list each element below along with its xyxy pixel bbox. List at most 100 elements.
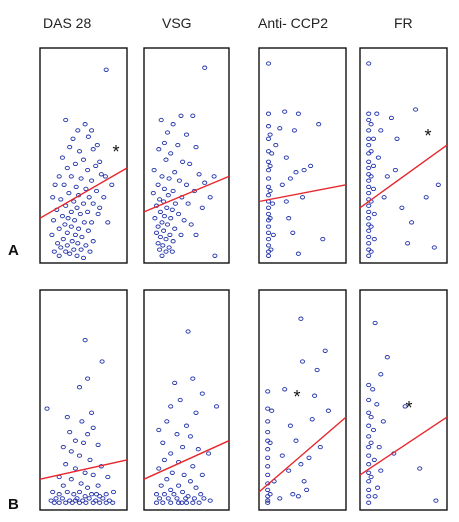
data-point xyxy=(180,489,186,495)
data-point xyxy=(160,440,166,445)
data-point xyxy=(85,376,91,381)
data-point xyxy=(152,216,158,221)
data-point xyxy=(49,232,55,238)
data-point xyxy=(176,500,182,505)
panel-frame xyxy=(39,47,128,264)
data-point xyxy=(265,419,271,424)
data-point xyxy=(171,492,177,497)
data-point xyxy=(190,500,196,505)
data-point xyxy=(168,451,174,456)
data-point xyxy=(265,193,272,198)
data-point xyxy=(202,180,208,185)
data-point xyxy=(105,474,111,480)
data-point xyxy=(270,232,276,238)
column-title-das28: DAS 28 xyxy=(43,15,92,31)
scatter-panel-a-3 xyxy=(258,47,347,264)
data-point xyxy=(265,124,272,129)
data-point xyxy=(168,500,174,505)
data-point xyxy=(85,209,91,215)
data-point xyxy=(48,498,54,503)
data-point xyxy=(375,155,381,160)
data-point xyxy=(265,236,272,242)
column-title-vsg: VSG xyxy=(162,15,192,31)
data-point xyxy=(376,444,382,450)
scatter-panel-a-2 xyxy=(143,47,230,264)
data-point xyxy=(61,182,67,187)
data-point xyxy=(72,218,78,223)
data-point xyxy=(175,142,181,148)
data-point xyxy=(202,65,208,70)
data-point xyxy=(165,496,171,501)
data-point xyxy=(97,500,103,505)
data-point xyxy=(198,492,204,497)
data-point xyxy=(51,249,57,254)
row-label-b: B xyxy=(8,496,19,513)
data-point xyxy=(160,500,166,505)
data-point xyxy=(167,232,173,238)
data-point xyxy=(423,195,429,200)
data-point xyxy=(207,195,213,200)
data-point xyxy=(185,201,191,206)
data-point xyxy=(60,483,66,488)
data-point xyxy=(156,466,162,471)
data-point xyxy=(265,184,272,190)
data-point xyxy=(392,167,398,173)
data-point xyxy=(193,485,199,490)
data-point xyxy=(265,243,272,248)
data-point xyxy=(87,249,93,254)
data-point xyxy=(178,232,184,238)
data-point xyxy=(306,455,312,460)
data-point xyxy=(64,243,70,248)
data-point xyxy=(183,132,190,137)
data-point xyxy=(378,372,384,377)
data-point xyxy=(295,251,301,256)
significance-asterisk: * xyxy=(293,387,300,407)
data-point xyxy=(180,444,186,450)
data-point xyxy=(290,230,296,235)
data-point xyxy=(59,213,65,219)
data-point xyxy=(156,147,162,152)
data-point xyxy=(368,414,374,420)
data-point xyxy=(191,496,197,501)
data-point xyxy=(93,163,99,169)
data-point xyxy=(150,190,156,196)
data-point xyxy=(265,500,271,505)
data-point xyxy=(207,498,213,503)
column-title-fr: FR xyxy=(394,15,413,31)
data-point xyxy=(301,479,307,484)
data-point xyxy=(63,117,69,123)
data-point xyxy=(58,245,64,250)
data-point xyxy=(67,251,73,256)
data-point xyxy=(68,224,74,229)
data-point xyxy=(155,241,161,246)
data-point xyxy=(301,167,307,173)
data-point xyxy=(366,470,372,475)
data-point xyxy=(183,496,189,501)
data-point xyxy=(76,226,82,231)
data-point xyxy=(63,249,69,254)
data-point xyxy=(366,61,372,66)
data-point xyxy=(68,449,74,454)
data-point xyxy=(161,228,167,233)
data-point xyxy=(371,236,377,242)
data-point xyxy=(86,496,92,501)
data-point xyxy=(166,245,172,250)
data-point xyxy=(164,205,170,210)
data-point xyxy=(68,174,74,179)
data-point xyxy=(71,492,77,497)
data-point xyxy=(265,253,272,258)
data-point xyxy=(68,477,74,482)
data-point xyxy=(286,216,292,221)
data-point xyxy=(322,348,328,353)
regression-line xyxy=(143,175,230,213)
data-point xyxy=(368,174,374,179)
data-point xyxy=(433,498,439,503)
data-point xyxy=(83,500,89,505)
data-point xyxy=(287,176,293,181)
data-point xyxy=(267,492,273,497)
data-point xyxy=(265,224,272,229)
data-point xyxy=(435,182,441,187)
data-point xyxy=(370,163,377,169)
data-point xyxy=(282,387,288,392)
data-point xyxy=(402,404,408,409)
